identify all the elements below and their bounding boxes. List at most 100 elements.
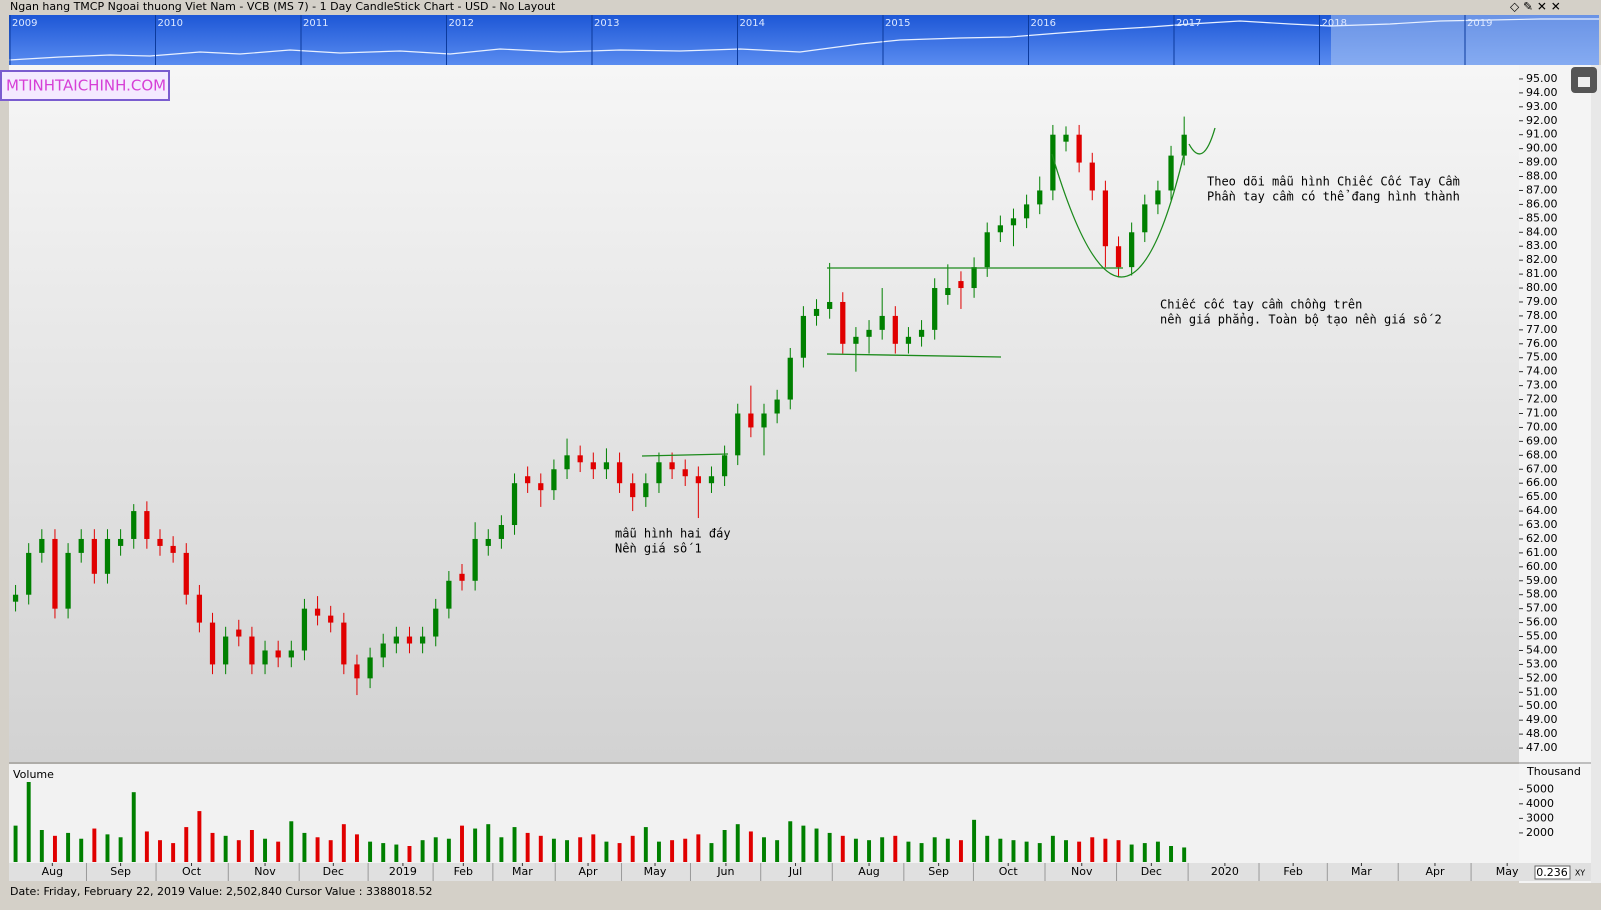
volume-bar [762, 837, 766, 862]
candle-body [314, 608, 321, 616]
candle-body [288, 650, 294, 658]
volume-bar [105, 834, 110, 862]
price-axis [1519, 65, 1591, 883]
y-tick-label: 94.00 [1526, 86, 1558, 99]
zoom-box[interactable] [1534, 865, 1571, 880]
x-tick-label: Aug [42, 865, 63, 878]
volume-bar [656, 841, 661, 862]
candle-body [104, 538, 111, 574]
window-buttons[interactable]: ◇ ✎ ✕ ✕ [1510, 0, 1561, 14]
candle-body [761, 413, 767, 428]
volume-bar [788, 821, 793, 862]
y-tick-label: 58.00 [1526, 588, 1558, 601]
volume-bar [1182, 847, 1187, 862]
volume-bar [118, 837, 123, 862]
annotation: mẫu hình hai đáy [615, 527, 731, 541]
candle-body [12, 594, 19, 602]
candle-body [472, 538, 478, 581]
volume-bar [446, 838, 451, 862]
candle-body [695, 476, 701, 484]
y-tick-label: 93.00 [1526, 100, 1558, 113]
x-tick-label: 2020 [1211, 865, 1239, 878]
volume-bar [420, 840, 425, 862]
y-tick-label: 64.00 [1526, 504, 1558, 517]
candle-body [39, 538, 45, 553]
volume-bar [972, 819, 977, 862]
y-tick-label: 66.00 [1526, 476, 1558, 489]
y-tick-label: 92.00 [1526, 114, 1558, 127]
candle-body [1155, 190, 1161, 205]
candle-body [196, 594, 203, 623]
volume-bar [433, 837, 438, 862]
candle-body [209, 622, 216, 665]
volume-bar [394, 844, 399, 862]
candle-body [656, 462, 662, 484]
candle-body [971, 267, 977, 289]
y-tick-label: 76.00 [1526, 337, 1558, 350]
candle-body [406, 636, 413, 644]
status-text: Date: Friday, February 22, 2019 Value: 2… [10, 885, 432, 898]
candle-body [433, 608, 439, 637]
candle-body [236, 629, 242, 637]
y-tick-label: 84.00 [1526, 225, 1558, 238]
candle-body [459, 573, 465, 581]
volume-bar [249, 830, 254, 862]
volume-bar [289, 821, 294, 862]
volume-tick-label: 3000 [1526, 811, 1554, 824]
time-axis [9, 863, 1591, 881]
candle-body [603, 462, 610, 470]
candle-body [1168, 155, 1174, 191]
volume-bar [551, 838, 556, 862]
volume-bar [512, 827, 517, 862]
y-tick-label: 54.00 [1526, 643, 1558, 656]
volume-bar [52, 835, 57, 862]
x-tick-label: Dec [1141, 865, 1162, 878]
candle-body [91, 538, 97, 574]
volume-bar [39, 830, 44, 862]
lock-icon [1578, 77, 1590, 87]
y-tick-label: 61.00 [1526, 546, 1558, 559]
volume-bar [604, 841, 609, 862]
volume-bar [460, 825, 464, 862]
volume-bar [210, 832, 215, 862]
scrollbar[interactable] [1591, 65, 1601, 883]
zoom-value: 0.236 [1536, 866, 1568, 879]
volume-bar [735, 824, 740, 862]
volume-bar [801, 825, 806, 862]
status-bar [0, 884, 1601, 906]
y-tick-label: 82.00 [1526, 253, 1558, 266]
overview-year: 2009 [12, 18, 37, 29]
y-tick-label: 77.00 [1526, 323, 1558, 336]
overview-year: 2012 [449, 18, 474, 29]
x-tick-label: Nov [1071, 865, 1093, 878]
candle-body [840, 301, 846, 344]
volume-bar [748, 831, 753, 862]
x-tick-label: May [644, 865, 667, 878]
volume-bar [263, 838, 268, 862]
x-tick-label: Aug [858, 865, 879, 878]
volume-bar [775, 840, 780, 862]
trend-lines [641, 127, 1216, 457]
y-tick-label: 55.00 [1526, 630, 1558, 643]
volume-bar [578, 837, 583, 862]
volume-bar [328, 840, 333, 862]
y-tick-label: 81.00 [1526, 267, 1558, 280]
y-tick-label: 72.00 [1526, 393, 1558, 406]
candle-body [393, 636, 399, 644]
zoom-mode[interactable]: XY [1575, 869, 1585, 878]
candle-body [630, 483, 636, 498]
candle-body [879, 315, 885, 330]
volume-bar [236, 840, 241, 862]
candle-body [958, 281, 964, 289]
volume-bar [26, 782, 31, 862]
candle-body [905, 336, 912, 344]
candle-body [78, 538, 84, 553]
candle-body [748, 413, 754, 428]
candle-body [813, 308, 820, 316]
x-tick-label: Oct [999, 865, 1019, 878]
candle-body [853, 336, 859, 344]
candle-body [984, 232, 990, 268]
overview-year: 2014 [740, 18, 765, 29]
